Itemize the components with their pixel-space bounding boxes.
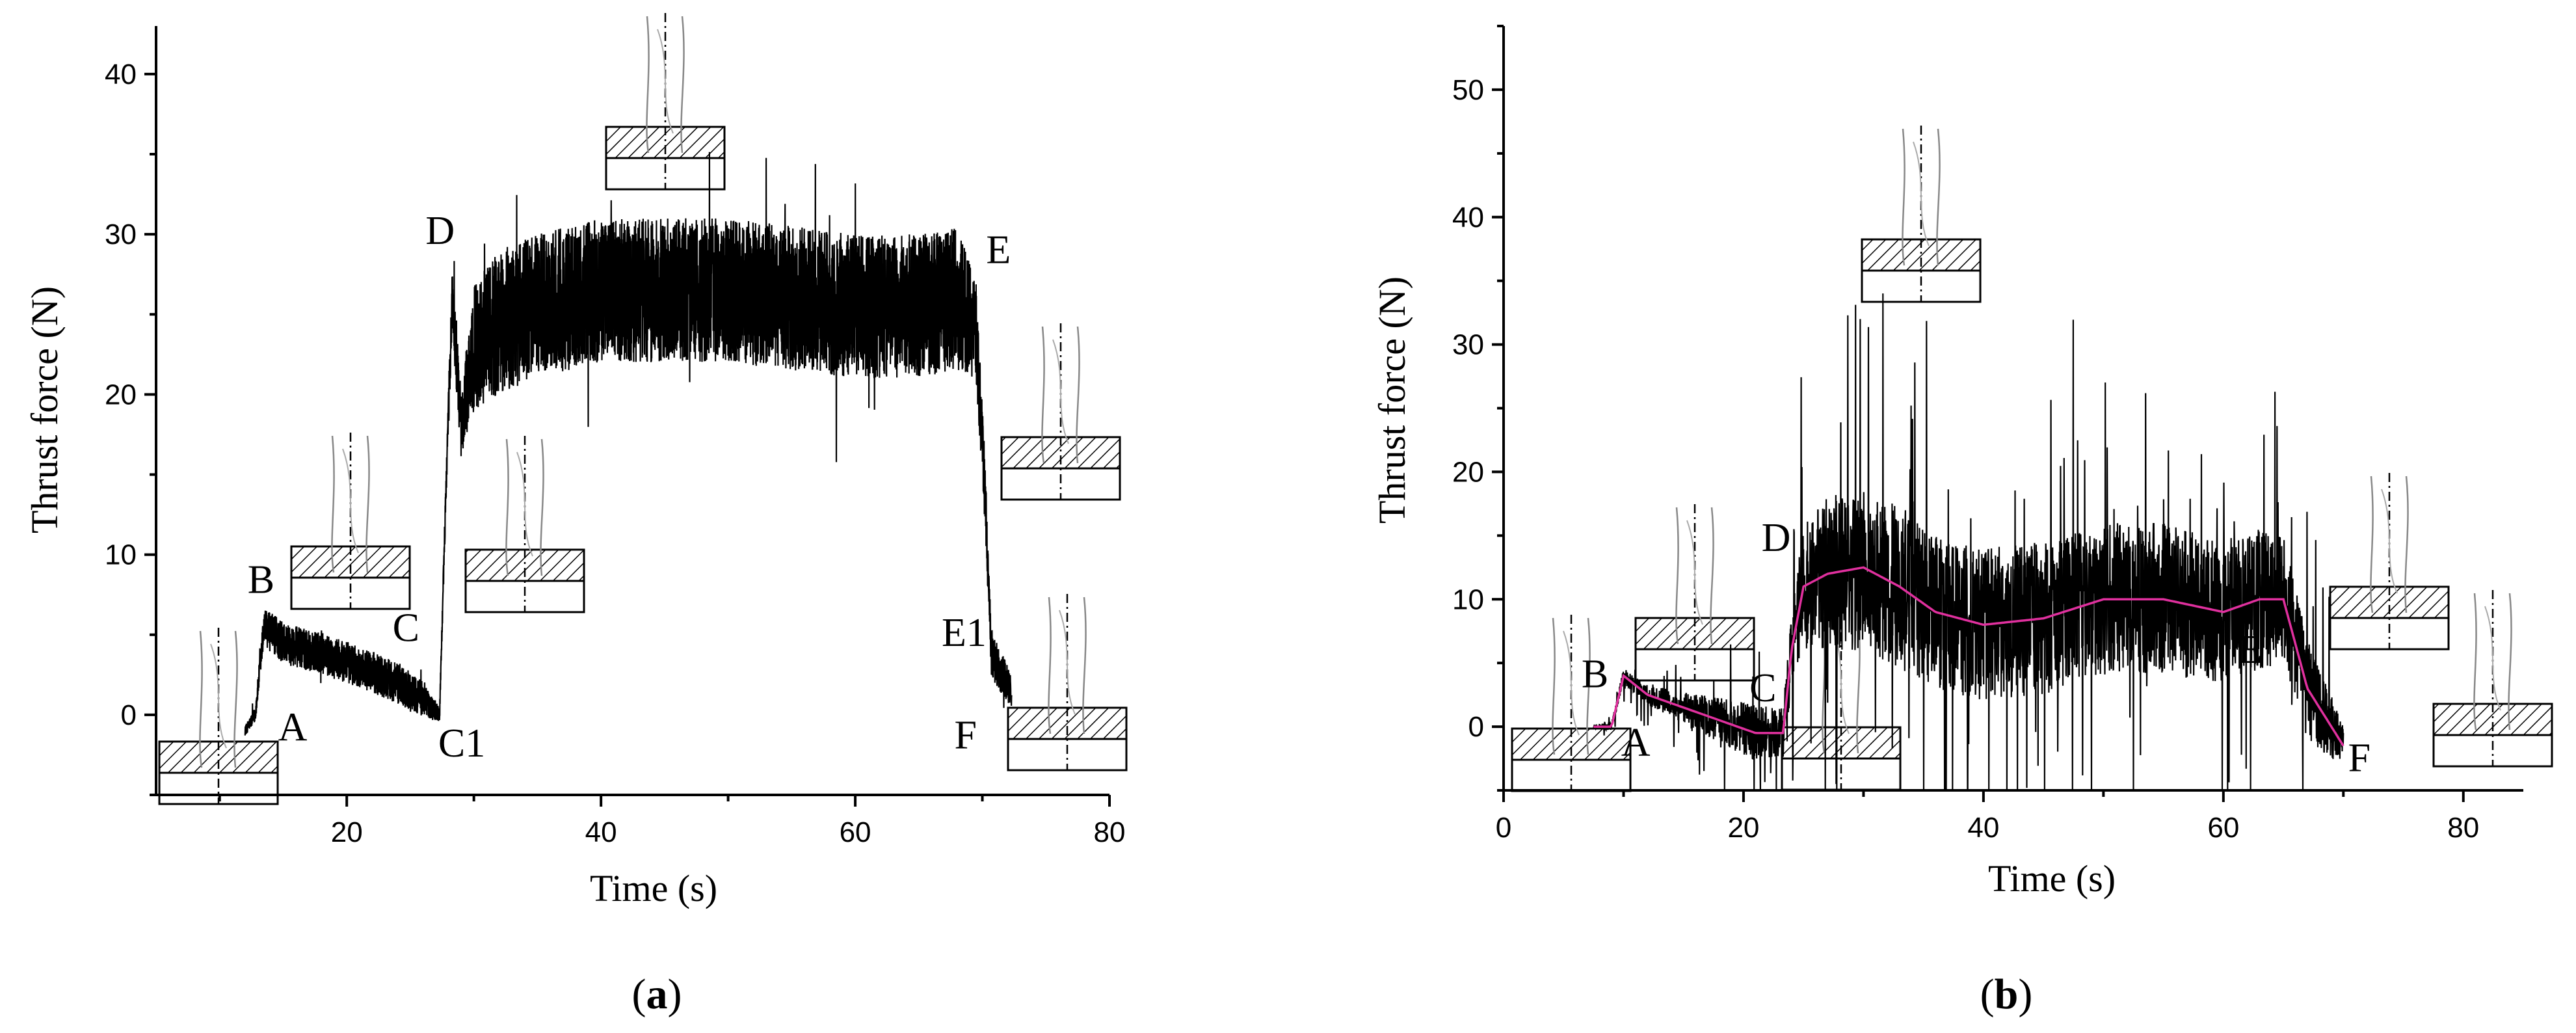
raw-force-line xyxy=(1593,293,2344,792)
panel-label-a: (a) xyxy=(632,971,682,1018)
y-tick-label: 40 xyxy=(1452,202,1484,234)
drill-workpiece-icon xyxy=(1861,126,1982,303)
smoothed-trace-b xyxy=(1593,566,2344,747)
point-label: E1 xyxy=(942,611,987,655)
y-tick-label: 50 xyxy=(1452,74,1484,106)
raw-force-line xyxy=(244,152,1013,736)
workpiece-icons-a xyxy=(158,13,1128,805)
x-axis-title-a: Time (s) xyxy=(590,867,717,909)
y-axis-title-b: Thrust force (N) xyxy=(1371,276,1413,524)
y-tick-label: 30 xyxy=(1452,329,1484,361)
axes-a: 20 40 60 80 0 10 20 30 40 xyxy=(105,26,1125,848)
y-tick-label: 30 xyxy=(105,219,137,250)
x-tick-label: 80 xyxy=(2447,812,2479,844)
x-tick-label: 80 xyxy=(1094,816,1126,848)
drill-workpiece-icon xyxy=(2432,590,2553,768)
x-tick-label: 20 xyxy=(331,816,363,848)
panel-b: 0 20 40 60 80 0 10 20 30 40 50 Time (s) Thrust for… xyxy=(1371,25,2553,1018)
point-label: C1 xyxy=(438,721,485,766)
y-tick-label: 0 xyxy=(121,699,137,731)
point-label: F xyxy=(2348,736,2370,781)
x-tick-label: 60 xyxy=(2207,812,2239,844)
point-label: E xyxy=(2238,628,2263,672)
point-label: C xyxy=(393,606,419,651)
drill-workpiece-icon xyxy=(464,436,585,613)
point-label: C xyxy=(1749,666,1776,710)
smoothed-force-line xyxy=(1593,566,2344,747)
x-axis-title-b: Time (s) xyxy=(1988,857,2116,900)
y-tick-label: 0 xyxy=(1468,711,1484,743)
point-label: D xyxy=(425,209,455,253)
drill-workpiece-icon xyxy=(1000,323,1121,501)
point-label: B xyxy=(248,558,274,602)
y-tick-label: 20 xyxy=(105,379,137,410)
axes-b: 0 20 40 60 80 0 10 20 30 40 50 xyxy=(1452,25,2523,844)
thrust-force-trace-a xyxy=(244,152,1013,736)
drill-workpiece-icon xyxy=(290,433,411,610)
x-tick-label: 20 xyxy=(1727,812,1759,844)
x-tick-label: 60 xyxy=(840,816,871,848)
y-tick-label: 40 xyxy=(105,59,137,90)
panel-a: 20 40 60 80 0 10 20 30 40 Time (s) Thrust force … xyxy=(23,13,1128,1018)
workpiece-icons-b xyxy=(1511,126,2553,792)
point-label: A xyxy=(1621,721,1651,765)
point-label: E xyxy=(986,228,1011,272)
y-axis-title-a: Thrust force (N) xyxy=(23,286,66,533)
panel-label-b: (b) xyxy=(1980,971,2033,1018)
point-label: F xyxy=(955,714,977,758)
y-tick-label: 20 xyxy=(1452,456,1484,488)
drill-workpiece-icon xyxy=(1634,504,1755,682)
x-tick-label: 0 xyxy=(1496,812,1511,844)
y-tick-label: 10 xyxy=(105,539,137,571)
drill-workpiece-icon xyxy=(2329,473,2450,651)
point-label: B xyxy=(1582,652,1608,696)
point-labels-a: A B C C1 D E E1 F xyxy=(248,209,1011,766)
drill-workpiece-icon xyxy=(1511,615,1632,792)
point-label: A xyxy=(278,705,308,749)
drill-workpiece-icon xyxy=(1781,613,1902,791)
thrust-force-trace-b xyxy=(1593,293,2344,792)
y-tick-label: 10 xyxy=(1452,584,1484,615)
drill-workpiece-icon xyxy=(605,13,726,191)
drill-workpiece-icon xyxy=(1007,594,1128,771)
x-tick-label: 40 xyxy=(585,816,617,848)
point-label: D xyxy=(1762,516,1791,560)
point-labels-b: AB C D E F xyxy=(1582,516,2370,781)
x-tick-label: 40 xyxy=(1967,812,1999,844)
